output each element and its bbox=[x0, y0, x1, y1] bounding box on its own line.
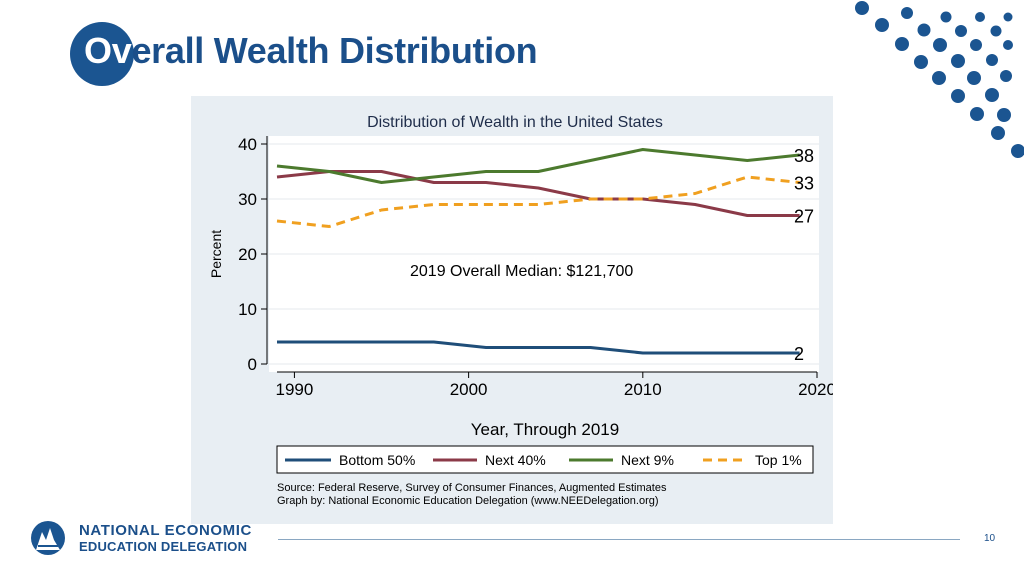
y-ticks: 0 10 20 30 40 bbox=[238, 135, 267, 374]
y-tick-label: 30 bbox=[238, 190, 257, 209]
legend-label: Bottom 50% bbox=[339, 452, 415, 468]
gridlines bbox=[269, 143, 819, 365]
axes bbox=[266, 136, 817, 373]
y-tick-label: 40 bbox=[238, 135, 257, 154]
y-axis-label: Percent bbox=[208, 230, 224, 278]
org-name-line2: EDUCATION DELEGATION bbox=[79, 539, 248, 554]
series-line-0 bbox=[277, 340, 800, 355]
x-axis-label: Year, Through 2019 bbox=[471, 420, 619, 439]
x-tick-label: 2020 bbox=[798, 380, 833, 399]
series-line-1 bbox=[276, 170, 800, 217]
footer-divider bbox=[278, 539, 960, 540]
source-line-2: Graph by: National Economic Education De… bbox=[277, 495, 659, 507]
median-annotation: 2019 Overall Median: $121,700 bbox=[410, 263, 634, 280]
y-tick-label: 0 bbox=[248, 355, 257, 374]
x-tick-label: 1990 bbox=[276, 380, 314, 399]
end-label: 27 bbox=[794, 207, 814, 227]
chart-title: Distribution of Wealth in the United Sta… bbox=[367, 114, 663, 131]
x-tick-label: 2000 bbox=[450, 380, 488, 399]
x-tick-label: 2010 bbox=[624, 380, 662, 399]
page-number: 10 bbox=[984, 533, 996, 544]
x-ticks: 1990 2000 2010 2020 bbox=[276, 372, 833, 399]
legend-label: Next 40% bbox=[485, 452, 546, 468]
org-name-line1: NATIONAL ECONOMIC bbox=[79, 522, 252, 539]
y-tick-label: 20 bbox=[238, 245, 257, 264]
end-labels: 2 27 38 33 bbox=[794, 146, 814, 364]
end-label: 33 bbox=[794, 174, 814, 194]
page-title: Overall Wealth Distribution bbox=[84, 30, 538, 71]
series-line-2 bbox=[276, 148, 800, 184]
source-line-1: Source: Federal Reserve, Survey of Consu… bbox=[277, 482, 667, 494]
end-label: 2 bbox=[794, 344, 804, 364]
series-line-3 bbox=[276, 175, 800, 228]
decorative-dots bbox=[855, 1, 1024, 158]
series-lines bbox=[276, 148, 800, 355]
ned-logo-icon bbox=[31, 521, 65, 555]
title-accent-circle bbox=[70, 22, 134, 86]
wealth-line-chart: 0 10 20 30 40 1990 2000 2010 2020 2 27 38 33 Distr… bbox=[208, 114, 833, 507]
legend-label: Next 9% bbox=[621, 452, 674, 468]
legend: Bottom 50% Next 40% Next 9% Top 1% bbox=[285, 452, 802, 468]
y-tick-label: 10 bbox=[238, 300, 257, 319]
end-label: 38 bbox=[794, 146, 814, 166]
legend-label: Top 1% bbox=[755, 452, 802, 468]
chart-panel: 0 10 20 30 40 1990 2000 2010 2020 2 27 38 33 Distr… bbox=[191, 96, 833, 524]
